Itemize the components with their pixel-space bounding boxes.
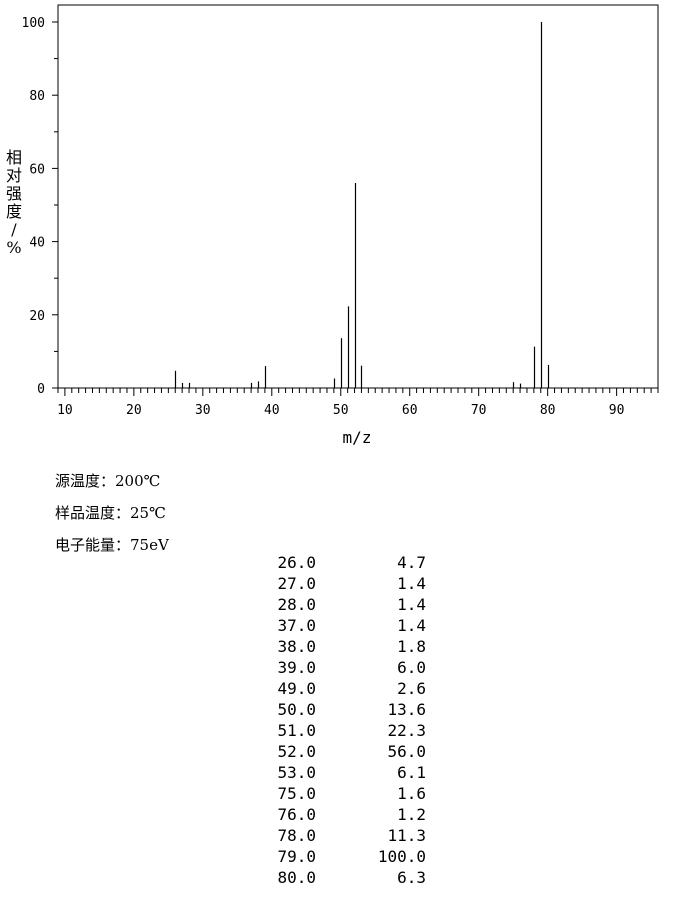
intensity-cell: 100.0 [377, 847, 426, 866]
x-axis-label: m/z [343, 428, 372, 447]
table-row: 52.0 56.0 [250, 741, 426, 762]
mz-cell: 39.0 [277, 658, 316, 677]
intensity-cell: 1.4 [397, 595, 426, 614]
table-row: 49.0 2.6 [250, 678, 426, 699]
table-row: 78.0 11.3 [250, 825, 426, 846]
mz-cell: 27.0 [277, 574, 316, 593]
y-tick-label: 40 [29, 236, 45, 251]
y-tick-label: 80 [29, 89, 45, 104]
mz-cell: 79.0 [277, 847, 316, 866]
x-tick-label: 30 [195, 403, 211, 418]
x-tick-label: 50 [333, 403, 349, 418]
x-tick-label: 60 [402, 403, 418, 418]
table-row: 80.0 6.3 [250, 867, 426, 888]
intensity-cell: 56.0 [387, 742, 426, 761]
mz-cell: 38.0 [277, 637, 316, 656]
mz-cell: 49.0 [277, 679, 316, 698]
mz-cell: 80.0 [277, 868, 316, 887]
sample-temperature: 样品温度：25℃ [55, 504, 166, 522]
mz-cell: 50.0 [277, 700, 316, 719]
intensity-cell: 1.8 [397, 637, 426, 656]
spectrum-peaks [174, 22, 550, 388]
electron-energy: 电子能量：75eV [55, 536, 169, 554]
x-tick-label: 80 [540, 403, 556, 418]
y-tick-label: 20 [29, 309, 45, 324]
y-tick-label: 100 [22, 16, 45, 31]
mass-spectrum-chart: 0 20 40 60 80 100 10 20 30 40 50 60 70 80 90 m/z 相对强度… [6, 4, 659, 447]
y-axis-label: 相对强度/% [6, 148, 22, 257]
y-axis-label-char: % [6, 238, 21, 257]
intensity-cell: 4.7 [397, 553, 426, 572]
y-tick-label: 60 [29, 162, 45, 177]
mz-cell: 28.0 [277, 595, 316, 614]
table-row: 28.0 1.4 [250, 594, 426, 615]
intensity-cell: 6.1 [397, 763, 426, 782]
table-row: 26.0 4.7 [250, 552, 426, 573]
y-axis-label-char: 强 [6, 184, 22, 203]
table-row: 53.0 6.1 [250, 762, 426, 783]
intensity-cell: 1.4 [397, 574, 426, 593]
intensity-cell: 6.3 [397, 868, 426, 887]
intensity-cell: 11.3 [387, 826, 426, 845]
y-axis-label-char: 度 [6, 202, 22, 221]
x-tick-label: 40 [264, 403, 280, 418]
intensity-cell: 1.6 [397, 784, 426, 803]
intensity-cell: 1.4 [397, 616, 426, 635]
y-axis: 0 20 40 60 80 100 [22, 16, 58, 397]
y-axis-label-char: 对 [6, 166, 22, 185]
x-tick-label: 90 [609, 403, 625, 418]
intensity-cell: 6.0 [397, 658, 426, 677]
mz-cell: 26.0 [277, 553, 316, 572]
table-row: 79.0 100.0 [250, 846, 426, 867]
table-row: 39.0 6.0 [250, 657, 426, 678]
x-tick-label: 70 [471, 403, 487, 418]
x-axis: 10 20 30 40 50 60 70 80 90 [57, 388, 659, 418]
y-axis-label-char: / [11, 220, 17, 239]
source-temperature: 源温度：200℃ [55, 472, 161, 490]
peak-table: 26.0 4.7 27.0 1.4 28.0 1.4 37.0 1.4 38.0 1.8 39.0 6… [250, 552, 426, 888]
table-row: 75.0 1.6 [250, 783, 426, 804]
table-row: 38.0 1.8 [250, 636, 426, 657]
x-tick-label: 10 [57, 403, 73, 418]
mz-cell: 51.0 [277, 721, 316, 740]
mz-cell: 37.0 [277, 616, 316, 635]
mz-cell: 53.0 [277, 763, 316, 782]
intensity-cell: 1.2 [397, 805, 426, 824]
plot-frame [57, 4, 659, 389]
mz-cell: 78.0 [277, 826, 316, 845]
table-row: 50.0 13.6 [250, 699, 426, 720]
y-tick-label: 0 [37, 382, 45, 397]
intensity-cell: 22.3 [387, 721, 426, 740]
intensity-cell: 13.6 [387, 700, 426, 719]
table-row: 51.0 22.3 [250, 720, 426, 741]
table-row: 27.0 1.4 [250, 573, 426, 594]
intensity-cell: 2.6 [397, 679, 426, 698]
y-axis-label-char: 相 [6, 148, 22, 167]
x-tick-label: 20 [126, 403, 142, 418]
mz-cell: 75.0 [277, 784, 316, 803]
mz-cell: 52.0 [277, 742, 316, 761]
table-row: 76.0 1.2 [250, 804, 426, 825]
table-row: 37.0 1.4 [250, 615, 426, 636]
mz-cell: 76.0 [277, 805, 316, 824]
